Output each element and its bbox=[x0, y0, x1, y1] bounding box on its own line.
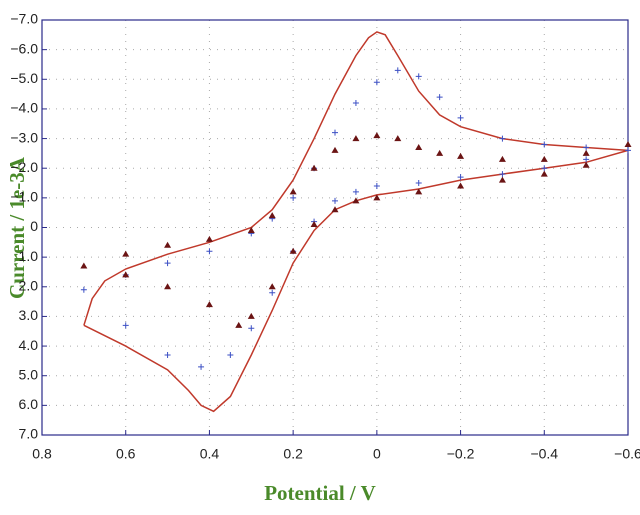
triangle-marker bbox=[289, 247, 297, 254]
triangle-marker bbox=[352, 135, 360, 142]
plus-marker bbox=[415, 73, 422, 80]
plus-marker bbox=[394, 67, 401, 74]
cv-curve bbox=[83, 31, 629, 413]
y-tick-label: −2.0 bbox=[10, 159, 38, 175]
triangle-marker bbox=[247, 226, 255, 233]
y-tick-label: −3.0 bbox=[10, 129, 38, 145]
y-tick-label: 6.0 bbox=[19, 396, 39, 412]
triangle-marker bbox=[122, 250, 130, 257]
x-tick-label: 0 bbox=[373, 446, 381, 462]
triangle-marker bbox=[268, 283, 276, 290]
plus-marker bbox=[625, 147, 631, 154]
plus-marker bbox=[206, 248, 213, 255]
y-tick-label: 1.0 bbox=[19, 248, 39, 264]
triangle-marker bbox=[373, 132, 381, 139]
y-tick-label: −4.0 bbox=[10, 100, 38, 116]
plus-marker bbox=[332, 129, 338, 136]
plus-marker bbox=[583, 144, 590, 151]
triangle-marker bbox=[164, 241, 172, 248]
plus-marker bbox=[198, 363, 205, 370]
x-tick-label: 0.6 bbox=[116, 446, 136, 462]
y-axis-label: Current / 1e-3A bbox=[5, 156, 29, 299]
y-tick-label: 3.0 bbox=[19, 307, 39, 323]
triangle-marker bbox=[205, 235, 213, 242]
triangle-marker bbox=[235, 321, 243, 328]
triangle-marker bbox=[498, 155, 506, 162]
triangle-marker bbox=[289, 188, 297, 195]
y-tick-label: −6.0 bbox=[10, 40, 38, 56]
triangle-marker bbox=[540, 155, 548, 162]
triangle-marker bbox=[540, 170, 548, 177]
triangle-marker bbox=[122, 271, 130, 278]
triangle-marker bbox=[310, 221, 318, 228]
plus-marker bbox=[352, 188, 359, 195]
plot-frame bbox=[41, 19, 629, 436]
x-tick-label: −0.4 bbox=[530, 446, 558, 462]
x-tick-label: 0.4 bbox=[200, 446, 220, 462]
triangle-marker bbox=[582, 161, 590, 168]
plus-marker bbox=[499, 171, 506, 178]
plus-marker bbox=[122, 322, 129, 329]
plus-marker bbox=[541, 165, 548, 172]
y-tick-label: 0 bbox=[30, 218, 38, 234]
triangle-marker bbox=[415, 143, 423, 150]
triangle-marker bbox=[415, 188, 423, 195]
triangle-marker bbox=[498, 176, 506, 183]
triangle-marker bbox=[331, 206, 339, 213]
y-tick-label: −1.0 bbox=[10, 189, 38, 205]
x-axis-label: Potential / V bbox=[264, 481, 376, 505]
plus-marker bbox=[269, 289, 276, 296]
triangle-marker bbox=[205, 301, 213, 308]
triangle-marker bbox=[624, 141, 632, 147]
plus-marker bbox=[373, 183, 380, 189]
plus-marker bbox=[415, 180, 422, 187]
triangle-marker bbox=[310, 164, 318, 171]
triangle-marker bbox=[457, 182, 465, 189]
y-tick-label: 2.0 bbox=[19, 277, 39, 293]
plus-marker bbox=[290, 194, 297, 201]
x-tick-label: 0.2 bbox=[283, 446, 303, 462]
plus-marker bbox=[541, 141, 548, 148]
triangle-marker bbox=[373, 194, 381, 201]
plus-marker bbox=[457, 174, 464, 181]
triangle-marker bbox=[436, 149, 444, 156]
y-tick-label: −7.0 bbox=[10, 11, 38, 27]
y-tick-label: −5.0 bbox=[10, 70, 38, 86]
x-tick-label: −0.6 bbox=[614, 446, 640, 462]
plus-marker bbox=[164, 351, 171, 358]
plus-marker bbox=[227, 351, 234, 358]
plus-marker bbox=[499, 135, 506, 142]
plus-marker bbox=[248, 325, 255, 332]
plus-marker bbox=[373, 79, 380, 86]
triangle-marker bbox=[352, 197, 360, 204]
plus-marker bbox=[352, 100, 359, 106]
y-tick-label: 4.0 bbox=[19, 337, 39, 353]
y-tick-label: 7.0 bbox=[19, 426, 39, 442]
triangle-marker bbox=[268, 212, 276, 219]
triangle-marker bbox=[80, 262, 88, 269]
x-tick-label: 0.8 bbox=[32, 446, 52, 462]
plus-marker bbox=[457, 114, 464, 121]
triangle-marker bbox=[247, 312, 255, 319]
plus-marker bbox=[164, 260, 171, 267]
x-tick-label: −0.2 bbox=[447, 446, 475, 462]
triangle-marker bbox=[164, 283, 172, 290]
plus-marker bbox=[436, 94, 443, 101]
triangle-marker bbox=[582, 149, 590, 156]
plus-marker bbox=[332, 197, 338, 204]
y-tick-label: 5.0 bbox=[19, 366, 39, 382]
triangle-marker bbox=[394, 135, 402, 142]
plus-marker bbox=[583, 156, 590, 163]
plus-marker bbox=[80, 286, 87, 293]
triangle-marker bbox=[457, 152, 465, 159]
triangle-marker bbox=[331, 146, 339, 153]
